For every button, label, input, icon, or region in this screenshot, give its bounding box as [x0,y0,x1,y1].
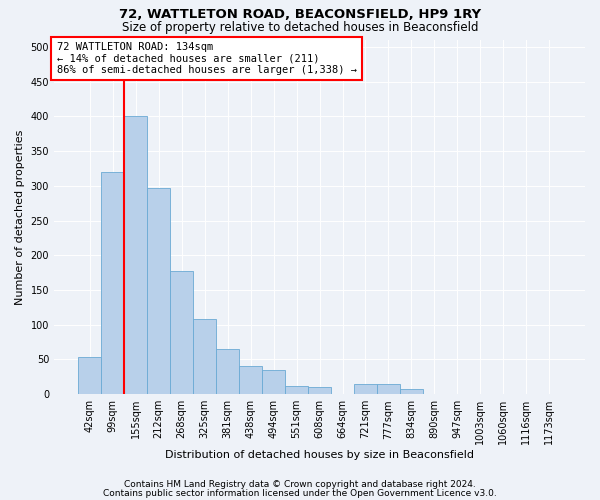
Bar [377,384,400,394]
Text: 72 WATTLETON ROAD: 134sqm
← 14% of detached houses are smaller (211)
86% of semi: 72 WATTLETON ROAD: 134sqm ← 14% of detac… [56,42,356,75]
Bar [262,370,285,394]
Bar [147,188,170,394]
Text: 72, WATTLETON ROAD, BEACONSFIELD, HP9 1RY: 72, WATTLETON ROAD, BEACONSFIELD, HP9 1R… [119,8,481,20]
Bar [308,388,331,394]
Bar [400,388,423,394]
Bar [239,366,262,394]
X-axis label: Distribution of detached houses by size in Beaconsfield: Distribution of detached houses by size … [165,450,474,460]
Bar [78,356,101,394]
Bar [170,270,193,394]
Text: Contains public sector information licensed under the Open Government Licence v3: Contains public sector information licen… [103,489,497,498]
Bar [354,384,377,394]
Bar [285,386,308,394]
Text: Contains HM Land Registry data © Crown copyright and database right 2024.: Contains HM Land Registry data © Crown c… [124,480,476,489]
Bar [101,172,124,394]
Y-axis label: Number of detached properties: Number of detached properties [15,130,25,305]
Bar [124,116,147,394]
Bar [193,318,216,394]
Text: Size of property relative to detached houses in Beaconsfield: Size of property relative to detached ho… [122,21,478,34]
Bar [216,349,239,394]
